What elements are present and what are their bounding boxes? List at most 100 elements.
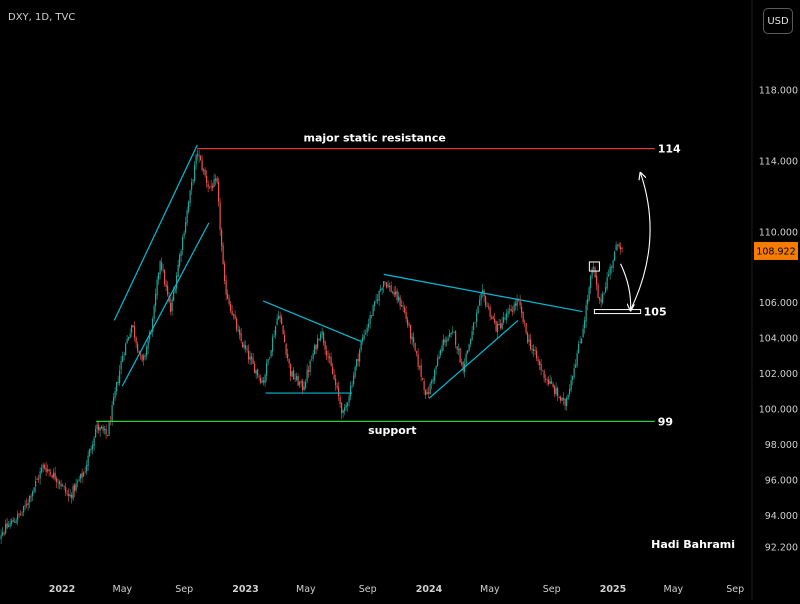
candle-body bbox=[100, 427, 101, 430]
candle-body bbox=[98, 425, 99, 430]
candle-body bbox=[11, 521, 12, 524]
candle-body bbox=[470, 339, 471, 344]
candle-body bbox=[266, 363, 267, 376]
candle-body bbox=[107, 435, 108, 436]
candle-body bbox=[377, 300, 378, 301]
candle-body bbox=[494, 319, 495, 322]
candle-body bbox=[524, 322, 525, 323]
candle-body bbox=[188, 202, 189, 212]
candle-body bbox=[82, 473, 83, 477]
candle-body bbox=[566, 398, 567, 406]
candle-body bbox=[433, 379, 434, 381]
candle-body bbox=[13, 520, 14, 522]
candle-body bbox=[616, 245, 617, 251]
candle-body bbox=[508, 311, 509, 314]
candle-body bbox=[472, 331, 473, 340]
x-tick-label: May bbox=[113, 584, 133, 595]
candle-body bbox=[568, 395, 569, 399]
candle-body bbox=[232, 311, 233, 315]
candle-body bbox=[214, 179, 215, 187]
candle-body bbox=[455, 331, 456, 345]
candle-body bbox=[434, 369, 435, 380]
currency-button[interactable]: USD bbox=[763, 8, 793, 34]
candle-body bbox=[226, 281, 227, 295]
candle-body bbox=[436, 366, 437, 369]
candle-body bbox=[488, 307, 489, 308]
candle-body bbox=[128, 337, 129, 340]
candle-body bbox=[157, 280, 158, 296]
candle-body bbox=[32, 492, 33, 497]
candle-body bbox=[172, 299, 173, 311]
candle-body bbox=[317, 338, 318, 348]
candle-body bbox=[388, 285, 389, 287]
candle-body bbox=[311, 360, 312, 361]
candle-body bbox=[166, 284, 167, 287]
x-tick-label: Sep bbox=[359, 584, 377, 595]
candle-body bbox=[575, 365, 576, 368]
candle-body bbox=[206, 176, 207, 183]
candle-body bbox=[562, 398, 563, 401]
candle-body bbox=[22, 513, 23, 514]
candle-body bbox=[190, 191, 191, 203]
candle-body bbox=[314, 345, 315, 354]
candle-body bbox=[370, 315, 371, 324]
candle-body bbox=[295, 379, 296, 380]
candle-body bbox=[46, 468, 47, 472]
candle-body bbox=[136, 338, 137, 344]
candle-body bbox=[49, 470, 50, 472]
candle-body bbox=[601, 299, 602, 302]
candle-body bbox=[511, 309, 512, 311]
candle-body bbox=[580, 342, 581, 343]
candle-body bbox=[137, 344, 138, 351]
support-flip-level bbox=[594, 310, 640, 314]
candle-body bbox=[50, 473, 51, 474]
candle-body bbox=[557, 388, 558, 396]
candle-body bbox=[304, 386, 305, 389]
candle-body bbox=[451, 333, 452, 334]
candle-body bbox=[161, 262, 162, 269]
candle-body bbox=[571, 380, 572, 389]
candle-body bbox=[64, 486, 65, 487]
candle-body bbox=[68, 494, 69, 496]
candle-body bbox=[310, 361, 311, 372]
candle-body bbox=[475, 323, 476, 324]
candle-body bbox=[353, 376, 354, 384]
candle-body bbox=[355, 367, 356, 377]
candle-body bbox=[424, 381, 425, 390]
candle-body bbox=[512, 311, 513, 312]
candle-body bbox=[112, 405, 113, 421]
candle-body bbox=[284, 335, 285, 343]
candle-body bbox=[604, 293, 605, 294]
candle-body bbox=[458, 349, 459, 350]
candle-body bbox=[41, 468, 42, 472]
candle-body bbox=[40, 471, 41, 478]
candle-body bbox=[548, 379, 549, 383]
candle-body bbox=[131, 325, 132, 333]
candle-body bbox=[223, 245, 224, 263]
candle-body bbox=[55, 473, 56, 480]
candle-body bbox=[257, 369, 258, 375]
y-tick-label: 114.000 bbox=[759, 157, 798, 168]
candle-body bbox=[155, 294, 156, 306]
candle-body bbox=[536, 351, 537, 359]
candle-body bbox=[77, 481, 78, 482]
candle-body bbox=[158, 273, 159, 280]
candle-body bbox=[211, 186, 212, 187]
candle-body bbox=[325, 342, 326, 350]
candle-body bbox=[230, 304, 231, 311]
candle-body bbox=[343, 410, 344, 413]
candle-body bbox=[58, 482, 59, 483]
candle-body bbox=[200, 156, 201, 160]
current-price-label: 108.922 bbox=[756, 246, 795, 257]
candle-body bbox=[521, 307, 522, 313]
candle-body bbox=[328, 357, 329, 358]
candle-body bbox=[145, 355, 146, 356]
candle-body bbox=[127, 339, 128, 343]
candle-body bbox=[173, 292, 174, 300]
candle-body bbox=[73, 486, 74, 499]
candle-body bbox=[499, 324, 500, 325]
candle-body bbox=[430, 384, 431, 394]
candle-body bbox=[59, 482, 60, 485]
